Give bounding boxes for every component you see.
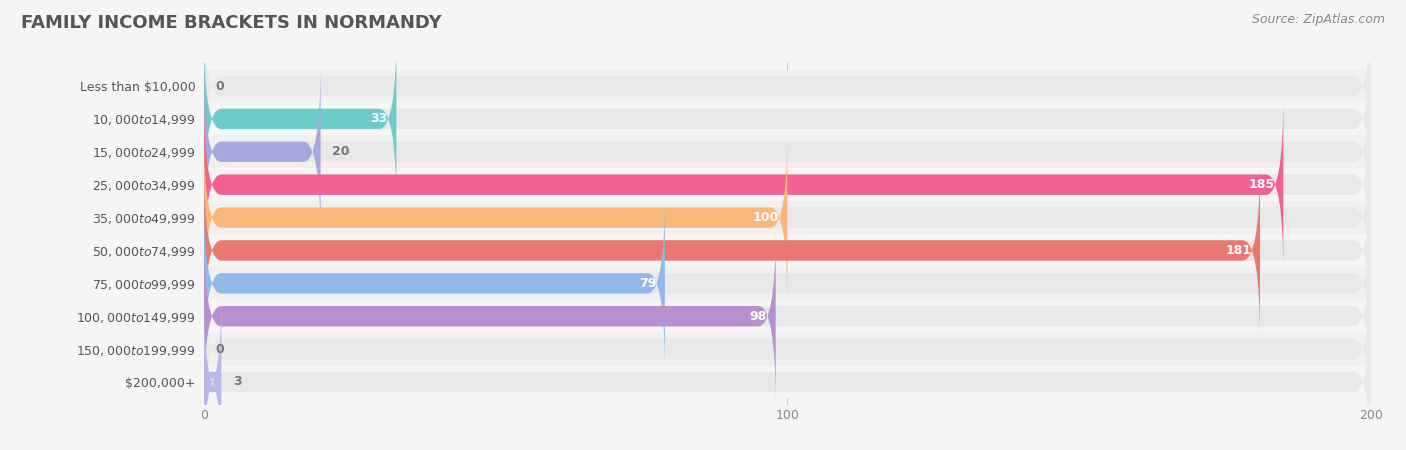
FancyBboxPatch shape <box>204 228 1371 405</box>
FancyBboxPatch shape <box>204 31 396 207</box>
FancyBboxPatch shape <box>204 103 1371 135</box>
FancyBboxPatch shape <box>204 228 776 405</box>
FancyBboxPatch shape <box>204 162 1260 339</box>
FancyBboxPatch shape <box>204 293 221 450</box>
FancyBboxPatch shape <box>204 261 1371 437</box>
FancyBboxPatch shape <box>204 129 1371 306</box>
Text: 100: 100 <box>752 211 779 224</box>
FancyBboxPatch shape <box>204 168 1371 201</box>
Text: Source: ZipAtlas.com: Source: ZipAtlas.com <box>1251 14 1385 27</box>
FancyBboxPatch shape <box>204 300 1371 333</box>
FancyBboxPatch shape <box>204 31 1371 207</box>
Text: 20: 20 <box>332 145 350 158</box>
FancyBboxPatch shape <box>204 365 1371 398</box>
FancyBboxPatch shape <box>204 162 1371 339</box>
Text: 181: 181 <box>1225 244 1251 257</box>
FancyBboxPatch shape <box>204 201 1371 234</box>
FancyBboxPatch shape <box>204 96 1371 273</box>
Text: 33: 33 <box>370 112 388 126</box>
FancyBboxPatch shape <box>204 293 1371 450</box>
FancyBboxPatch shape <box>204 135 1371 168</box>
FancyBboxPatch shape <box>204 129 787 306</box>
FancyBboxPatch shape <box>204 96 1284 273</box>
Text: 98: 98 <box>749 310 766 323</box>
Text: FAMILY INCOME BRACKETS IN NORMANDY: FAMILY INCOME BRACKETS IN NORMANDY <box>21 14 441 32</box>
FancyBboxPatch shape <box>204 63 1371 240</box>
FancyBboxPatch shape <box>204 195 665 372</box>
FancyBboxPatch shape <box>204 267 1371 300</box>
Text: 185: 185 <box>1249 178 1275 191</box>
Text: 3: 3 <box>233 375 242 388</box>
FancyBboxPatch shape <box>204 70 1371 103</box>
Text: 79: 79 <box>638 277 657 290</box>
Text: 0: 0 <box>215 342 225 356</box>
FancyBboxPatch shape <box>204 234 1371 267</box>
FancyBboxPatch shape <box>204 63 321 240</box>
Text: 0: 0 <box>215 80 225 93</box>
FancyBboxPatch shape <box>204 333 1371 365</box>
FancyBboxPatch shape <box>204 0 1371 175</box>
FancyBboxPatch shape <box>204 195 1371 372</box>
